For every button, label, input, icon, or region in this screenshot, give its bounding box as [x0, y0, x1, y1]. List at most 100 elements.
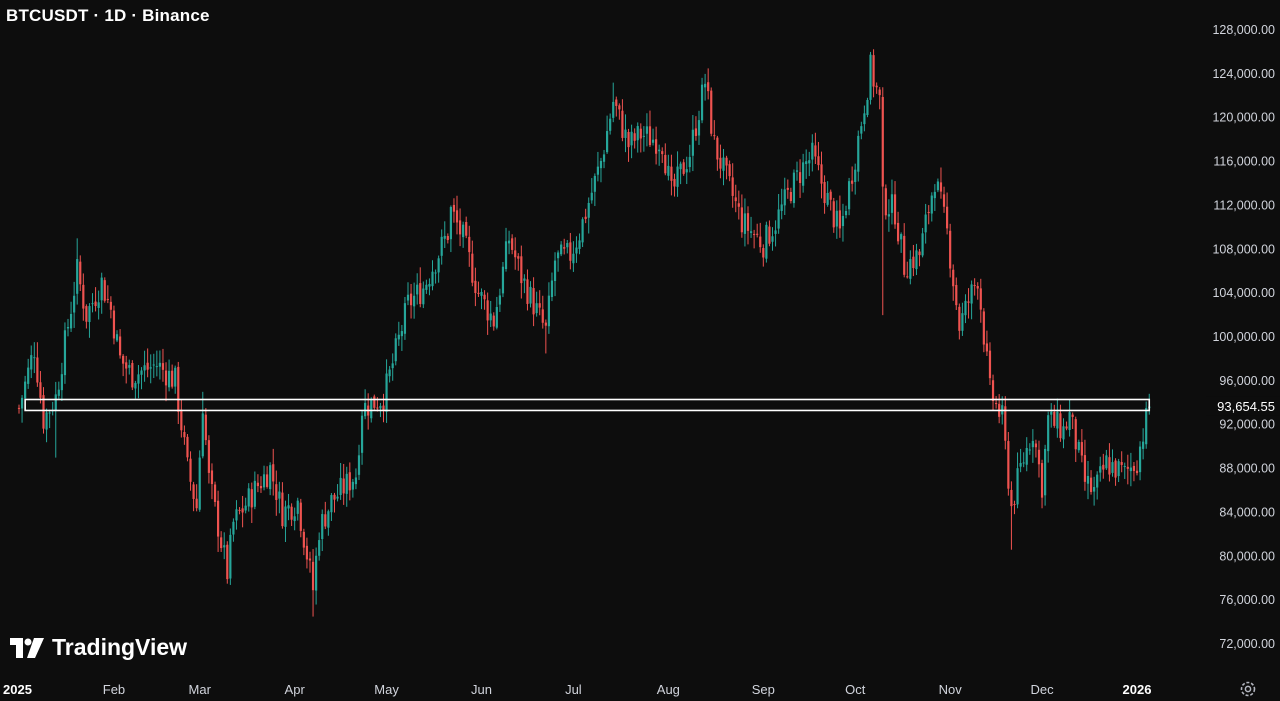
candle: [749, 216, 753, 238]
candle: [814, 132, 817, 165]
candle: [863, 105, 866, 132]
candle: [480, 288, 483, 310]
candle: [541, 295, 544, 329]
candle: [97, 290, 100, 320]
candle: [131, 360, 134, 391]
candle: [774, 220, 777, 247]
y-tick-label: 104,000.00: [1212, 286, 1275, 300]
candle: [434, 269, 437, 284]
candle: [676, 151, 679, 197]
tradingview-logo[interactable]: TradingView: [10, 634, 187, 661]
candle: [538, 290, 541, 316]
candle: [247, 483, 250, 512]
candle: [572, 241, 575, 272]
candle: [991, 374, 995, 411]
candle: [327, 509, 330, 536]
candle: [783, 177, 786, 216]
candle: [36, 342, 39, 387]
candle: [164, 362, 168, 402]
candle: [308, 551, 312, 573]
candle: [694, 116, 698, 141]
candle: [91, 293, 94, 313]
candle: [229, 528, 232, 585]
candle: [171, 364, 174, 389]
candle: [875, 82, 878, 94]
y-tick-label: 84,000.00: [1219, 505, 1275, 519]
candle: [100, 272, 103, 314]
candle: [351, 478, 354, 498]
candle: [1062, 418, 1065, 449]
candle: [57, 381, 60, 399]
x-tick-label: Apr: [285, 682, 306, 697]
candle: [1019, 448, 1022, 473]
candle: [1065, 421, 1068, 431]
candle: [915, 243, 918, 276]
candle: [1123, 462, 1126, 479]
candle: [330, 492, 333, 521]
candle: [315, 547, 318, 605]
candle: [483, 290, 486, 310]
support-zone-rect[interactable]: [24, 398, 1151, 412]
candle: [85, 304, 88, 329]
candle: [982, 308, 985, 353]
candle: [753, 229, 756, 249]
candle: [149, 354, 152, 384]
candle: [1037, 440, 1041, 478]
candle: [1074, 416, 1077, 462]
candle: [958, 303, 961, 340]
candle: [903, 223, 906, 278]
candle: [302, 528, 305, 556]
price-axis[interactable]: 72,000.00 76,000.00 80,000.00 84,000.00 88,0…: [1206, 23, 1280, 651]
candle: [553, 252, 557, 297]
candle: [998, 394, 1001, 424]
candle: [1111, 449, 1114, 477]
candle: [458, 208, 462, 247]
candle: [66, 318, 70, 337]
candle: [737, 190, 740, 220]
candle: [995, 396, 998, 409]
time-axis[interactable]: 2025 Feb Mar Apr May Jun Jul Aug Sep Oct Nov Dec 202…: [3, 682, 1151, 697]
y-tick-label: 80,000.00: [1219, 549, 1275, 563]
candle: [621, 99, 624, 142]
candle: [851, 166, 854, 192]
candle: [345, 466, 348, 507]
x-tick-label: Nov: [939, 682, 963, 697]
candle: [798, 159, 802, 198]
candle: [492, 312, 495, 331]
candle: [489, 300, 492, 327]
candle: [220, 531, 223, 552]
y-tick-label: 88,000.00: [1219, 462, 1275, 476]
candle: [357, 444, 361, 481]
candle: [636, 122, 639, 153]
candle: [419, 267, 422, 308]
candle: [20, 395, 24, 423]
x-tick-label: Mar: [189, 682, 212, 697]
candle: [860, 121, 863, 140]
candle: [204, 408, 207, 446]
candle: [547, 282, 551, 334]
candle: [1099, 456, 1102, 482]
candle: [272, 448, 275, 496]
candle: [1132, 462, 1136, 482]
candle: [1053, 404, 1056, 428]
candle: [281, 482, 284, 529]
candle: [360, 410, 364, 465]
x-tick-label: Feb: [103, 682, 125, 697]
candle: [1044, 444, 1047, 506]
candle: [1050, 403, 1053, 428]
candle: [213, 481, 217, 507]
candles-layer: [17, 49, 1151, 617]
candle: [679, 161, 682, 185]
candle: [262, 465, 266, 491]
gear-icon[interactable]: [1238, 679, 1258, 699]
candle: [832, 197, 835, 233]
candle: [278, 481, 281, 514]
candle: [602, 149, 606, 169]
candle: [878, 87, 881, 110]
candle: [507, 230, 511, 255]
candle: [400, 324, 403, 351]
support-zone-layer: [24, 398, 1151, 412]
candle: [226, 541, 229, 584]
candle: [710, 87, 713, 137]
